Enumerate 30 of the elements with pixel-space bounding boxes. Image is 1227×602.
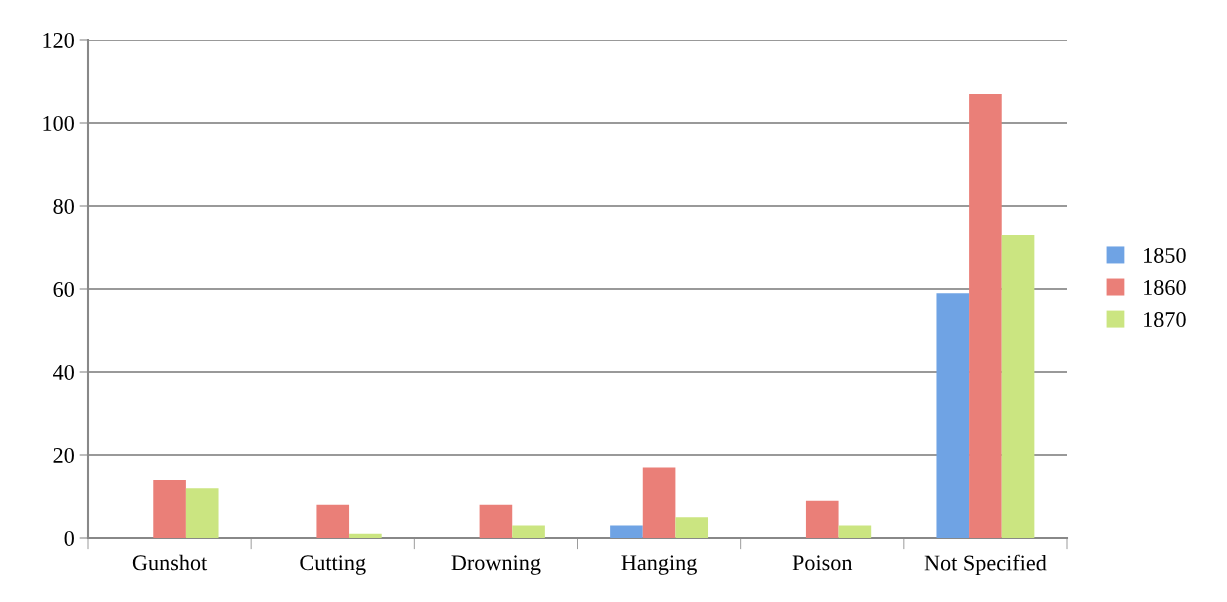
bar bbox=[610, 525, 643, 538]
bar bbox=[349, 533, 382, 538]
bar bbox=[1001, 235, 1035, 538]
bar bbox=[512, 525, 545, 538]
x-tick-label: Not Specified bbox=[924, 554, 1047, 576]
y-tick-label: 20 bbox=[53, 447, 74, 463]
bar bbox=[805, 500, 839, 538]
bar bbox=[153, 479, 186, 538]
y-tick-label: 120 bbox=[43, 32, 74, 48]
x-tick-label: Gunshot bbox=[132, 554, 208, 571]
x-tick-label: Hanging bbox=[621, 555, 697, 575]
y-tick-label: 100 bbox=[43, 115, 74, 131]
legend-label: 1860 bbox=[1144, 279, 1186, 295]
bar bbox=[838, 525, 872, 538]
bar bbox=[675, 517, 709, 538]
legend-label: 1870 bbox=[1144, 312, 1186, 328]
bar bbox=[936, 293, 970, 538]
bar bbox=[185, 488, 219, 538]
y-tick-label: 40 bbox=[53, 364, 74, 380]
bar bbox=[316, 504, 350, 538]
bar bbox=[642, 467, 676, 538]
x-tick-label: Poison bbox=[792, 555, 853, 571]
legend-label: 1850 bbox=[1144, 247, 1186, 263]
bar bbox=[479, 504, 513, 538]
y-tick-label: 80 bbox=[53, 198, 74, 214]
y-tick-label: 60 bbox=[53, 281, 74, 297]
x-tick-label: Cutting bbox=[300, 555, 366, 575]
bar bbox=[969, 93, 1002, 538]
y-tick-label: 0 bbox=[64, 530, 74, 546]
x-tick-label: Drowning bbox=[451, 555, 541, 575]
